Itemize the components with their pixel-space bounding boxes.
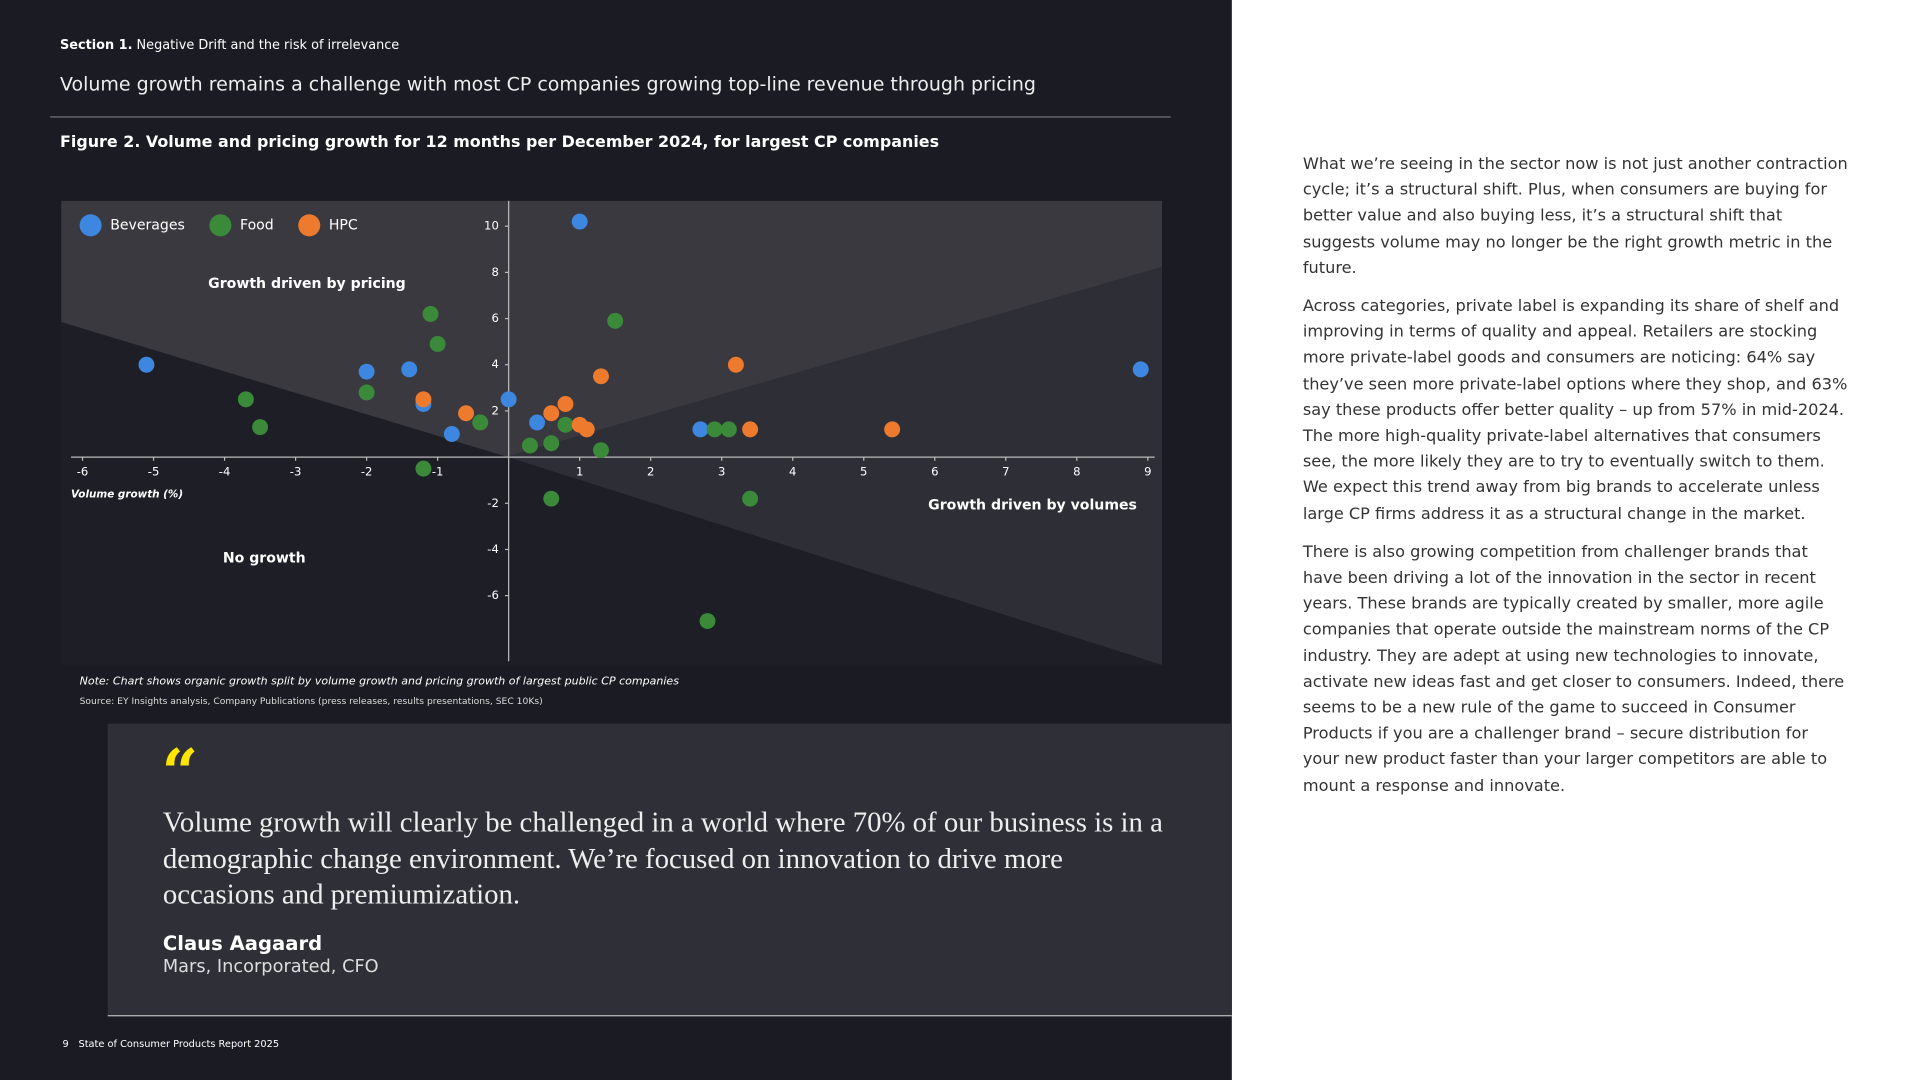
pricing-region [61, 200, 1163, 457]
data-point [500, 391, 517, 408]
data-point [237, 391, 254, 408]
data-point [884, 421, 901, 438]
section-heading: Section 1. Negative Drift and the risk o… [60, 38, 399, 53]
data-point [415, 460, 432, 477]
region-label: No growth [223, 550, 306, 566]
x-tick-label: 3 [718, 464, 725, 478]
section-label: Section 1. [60, 37, 133, 53]
paragraph: What we’re seeing in the sector now is n… [1302, 155, 1848, 278]
y-tick-label: -4 [487, 542, 499, 556]
region-label: Growth driven by pricing [208, 276, 406, 292]
chart-note: Note: Chart shows organic growth split b… [79, 675, 679, 689]
data-point [593, 368, 609, 385]
data-point [706, 421, 723, 438]
paragraph: There is also growing competition from c… [1302, 543, 1845, 796]
data-point [720, 421, 737, 438]
y-tick-label: 10 [484, 219, 499, 233]
paragraph: Across categories, private label is expa… [1302, 297, 1848, 524]
data-point [522, 437, 538, 454]
quote-role: Mars, Incorporated, CFO [162, 957, 379, 978]
data-point [578, 421, 595, 438]
footer: 9 State of Consumer Products Report 2025 [62, 1038, 279, 1049]
quote-box: “ Volume growth will clearly be challeng… [107, 723, 1232, 1017]
figure-title: Figure 2. Volume and pricing growth for … [60, 133, 940, 152]
quote-mark: “ [161, 735, 199, 811]
x-tick-label: -3 [290, 464, 302, 478]
data-point [443, 426, 460, 442]
data-point [138, 356, 155, 373]
y-tick-label: 8 [491, 265, 498, 279]
x-tick-label: -5 [148, 464, 160, 478]
data-point [543, 490, 560, 507]
data-point [742, 421, 759, 438]
body-text: What we’re seeing in the sector now is n… [1303, 152, 1849, 812]
data-point [252, 419, 269, 436]
data-point [1132, 361, 1149, 378]
x-tick-label: 9 [1144, 464, 1151, 478]
data-point [401, 361, 418, 378]
y-tick-label: -2 [487, 496, 499, 510]
data-point [557, 396, 574, 412]
data-point [593, 442, 609, 459]
data-point [415, 391, 432, 408]
y-tick-label: 2 [491, 403, 498, 417]
x-tick-label: 8 [1073, 464, 1080, 478]
x-tick-label: 2 [647, 464, 654, 478]
data-point [692, 421, 709, 438]
data-point [358, 363, 375, 380]
x-tick-label: 5 [860, 464, 867, 478]
data-point [472, 414, 489, 431]
chart-source: Source: EY Insights analysis, Company Pu… [79, 695, 543, 707]
data-point [543, 405, 560, 422]
data-point [358, 384, 375, 401]
data-point [458, 405, 475, 422]
data-point [699, 613, 716, 629]
legend-label: Food [240, 217, 274, 233]
legend-marker [298, 214, 321, 237]
x-tick-label: -2 [361, 464, 373, 478]
section-title: Negative Drift and the risk of irrelevan… [136, 37, 400, 53]
data-point [607, 312, 624, 329]
y-tick-label: 6 [491, 311, 498, 325]
report-title: State of Consumer Products Report 2025 [78, 1038, 280, 1050]
x-tick-label: 7 [1002, 464, 1009, 478]
x-tick-label: -6 [77, 464, 89, 478]
data-point [529, 414, 546, 431]
x-tick-label: 1 [576, 464, 583, 478]
data-point [557, 416, 574, 433]
legend-marker [79, 214, 102, 237]
headline: Volume growth remains a challenge with m… [60, 73, 1036, 96]
y-tick-label: 4 [491, 357, 498, 371]
data-point [742, 490, 759, 507]
legend-label: Beverages [110, 217, 185, 233]
left-panel: Section 1. Negative Drift and the risk o… [0, 0, 1232, 1080]
chart: -6 -5 -4 -3 -2 -1 1 2 3 4 5 6 7 8 9 10 8 6 4 2 -2 -4 -6 Volume … [61, 200, 1163, 665]
data-point [429, 336, 446, 352]
region-label: Growth driven by volumes [928, 498, 1137, 514]
x-axis-label: Volume growth (%) [71, 489, 183, 501]
quote-text: Volume growth will clearly be challenged… [162, 806, 1163, 912]
x-tick-label: -4 [219, 464, 231, 478]
legend-label: HPC [329, 217, 358, 233]
divider [50, 116, 1171, 118]
data-point [422, 305, 439, 322]
data-point [571, 213, 588, 230]
page-number: 9 [62, 1038, 69, 1050]
x-tick-label: 6 [931, 464, 938, 478]
legend-marker [209, 214, 232, 237]
x-tick-label: -1 [432, 464, 444, 478]
x-tick-label: 4 [789, 464, 796, 478]
volume-region [506, 266, 1163, 665]
data-point [543, 435, 560, 452]
quote-author: Claus Aagaard [162, 931, 323, 956]
data-point [727, 356, 744, 373]
y-tick-label: -6 [487, 588, 499, 602]
